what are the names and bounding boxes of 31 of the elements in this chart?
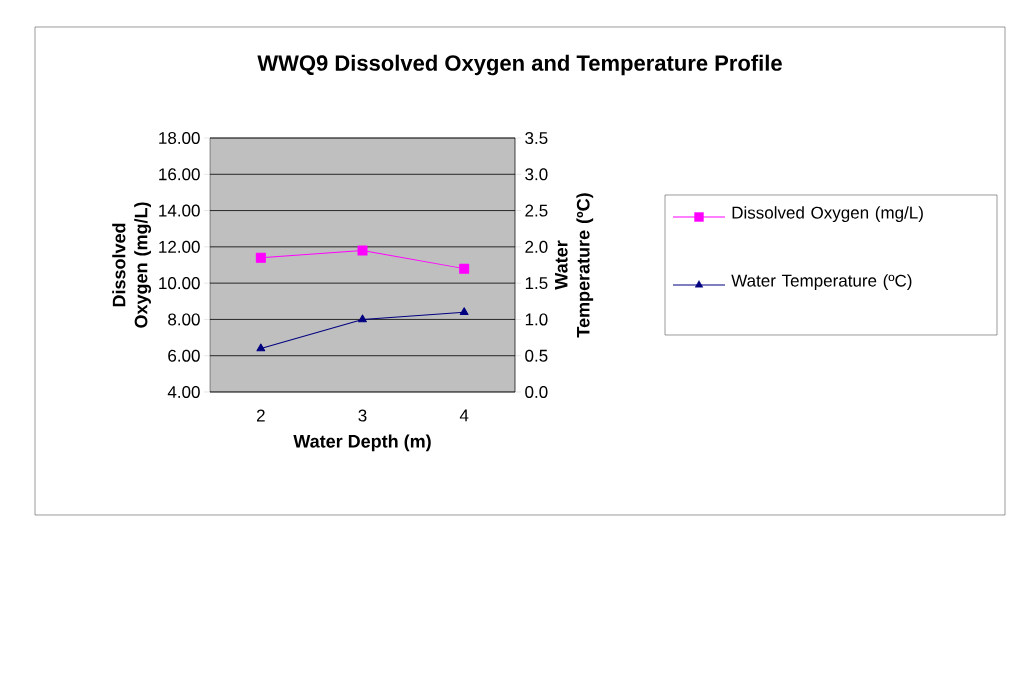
x-tick-label: 3 [358,409,367,422]
point [255,252,266,263]
y2-tick-label: 0.0 [525,385,548,399]
x-tick-label: 2 [256,409,265,422]
y-tick-label: 8.00 [168,313,200,326]
y2-tick-label: 3.5 [525,131,548,145]
y-tick-label: 6.00 [168,349,200,362]
y-tick-label: 18.00 [159,131,200,145]
point [358,314,367,323]
y2-tick-label: 1.5 [525,277,548,290]
chart-title: WWQ9 Dissolved Oxygen and Temperature Profile [257,54,782,76]
x-tick-label: 4 [459,409,469,422]
legend-label: Water Temperature (ºC) [731,274,912,291]
y2-tick-label: 2.0 [525,240,548,253]
x-axis-title: Water Depth (m) [293,434,431,452]
y-tick-label: 12.00 [159,240,200,253]
point [357,245,368,256]
y-axis-title: Dissolved Oxygen (mg/L) [112,202,152,328]
point [256,343,266,352]
y-tick-label: 14.00 [159,204,200,217]
y2-tick-label: 1.0 [525,313,548,326]
point [459,307,469,315]
y-tick-label: 16.00 [159,168,200,181]
y2-tick-label: 2.5 [525,204,548,217]
y2-axis-title: Water Temperature (ºC) [555,193,594,338]
point [459,263,470,274]
y2-tick-label: 3.0 [525,168,548,181]
legend-label: Dissolved Oxygen (mg/L) [732,206,923,223]
y2-tick-label: 0.5 [525,349,548,362]
y-tick-label: 10.00 [159,277,200,290]
y-tick-label: 4.00 [167,385,200,399]
